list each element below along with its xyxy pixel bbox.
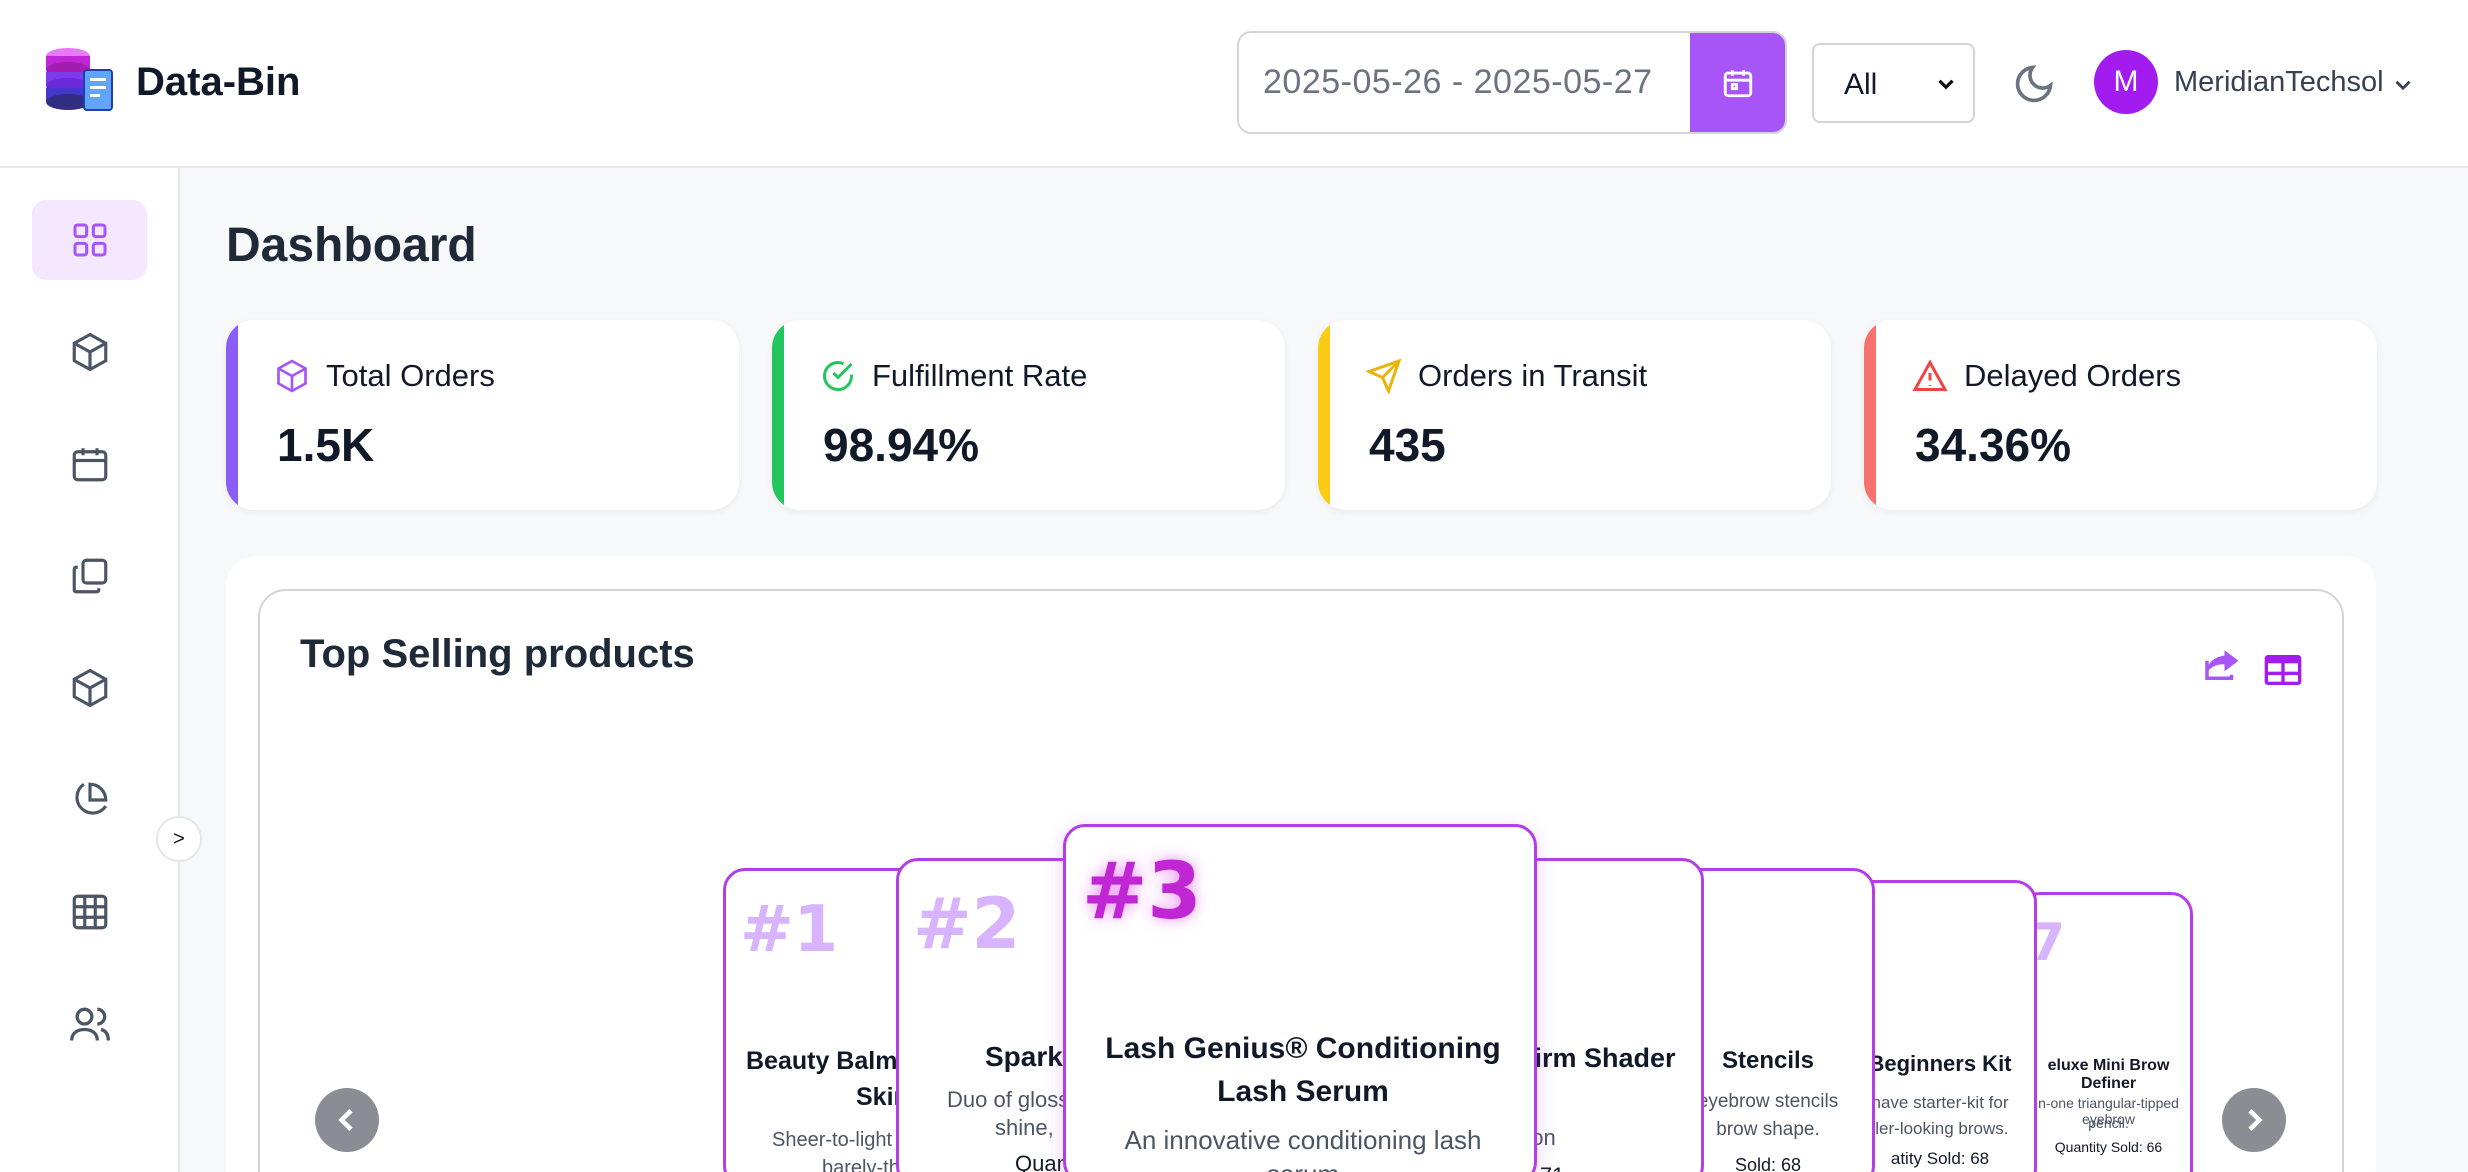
top-header: Data-Bin 2025-05-26 - 2025-05-27 All M M… [0,0,2468,168]
stat-accent-bar [226,320,238,510]
sidebar-item-analytics[interactable] [32,760,147,840]
product-quantity: t: 71 [1503,1163,1583,1172]
brand-name: Data-Bin [136,60,301,104]
top-selling-title: Top Selling products [300,632,695,676]
stat-value: 34.36% [1915,419,2072,471]
product-quantity: Quantity Sold: 66 [2054,1139,2163,1155]
avatar[interactable]: M [2094,50,2158,114]
product-description-line2: ller-looking brows. [1871,1119,2009,1138]
date-range-picker[interactable]: 2025-05-26 - 2025-05-27 [1237,31,1787,134]
carousel-next-button[interactable] [2222,1088,2286,1152]
product-name: Beginners Kit [1868,1051,2012,1076]
product-quantity: Quan [1015,1151,1069,1172]
product-name: Stencils [1721,1047,1815,1074]
box-icon [277,359,307,393]
stat-label: Fulfillment Rate [872,358,1088,393]
table-view-icon [2264,655,2302,685]
chevron-left-icon [338,1109,353,1131]
product-description: eyebrow stencils [1697,1091,1839,1112]
stat-label: Orders in Transit [1418,358,1648,393]
sidebar-item-users[interactable] [32,984,147,1064]
sidebar-item-calendar[interactable] [32,424,147,504]
product-description: n-one triangular-tipped eyebrow [2038,1095,2179,1127]
copy-icon [72,558,107,594]
sidebar-item-inventory[interactable] [32,648,147,728]
stat-card-fulfillment-rate: Fulfillment Rate 98.94% [772,320,1285,510]
sidebar-item-products[interactable] [32,312,147,392]
dark-mode-toggle[interactable] [2012,62,2056,111]
product-description-line2: brow shape. [1716,1119,1820,1140]
stat-label: Delayed Orders [1964,358,2182,393]
package-icon [72,668,107,708]
product-description-line2: pencil. [2088,1115,2129,1131]
product-description: have starter-kit for [1871,1093,2009,1112]
sidebar-item-documents[interactable] [32,536,147,616]
user-name[interactable]: MeridianTechsol [2174,66,2384,98]
chevron-right-icon [2248,1109,2263,1131]
stat-value: 435 [1369,419,1446,471]
product-name: irm Shader [1534,1043,1676,1073]
calendar-button[interactable] [1690,33,1785,132]
stat-accent-bar [772,320,784,510]
product-description: Duo of gloss [947,1087,1070,1112]
export-button[interactable] [2200,646,2242,691]
users-icon [69,1007,110,1041]
chevron-down-icon [1938,79,1954,90]
product-name: Sparkl [985,1041,1071,1072]
dashboard-grid-icon [73,223,106,257]
sidebar: > [0,168,202,1172]
stat-value: 98.94% [823,419,980,471]
product-description: An innovative conditioning lash serum [1124,1125,1482,1172]
page-title: Dashboard [226,219,477,272]
sidebar-collapse-button[interactable]: > [156,816,202,862]
product-description-line2: shine, [995,1115,1054,1140]
filter-select[interactable]: All [1812,43,1975,123]
product-quantity: atity Sold: 68 [1890,1149,1990,1168]
table-icon [72,894,107,930]
product-rank: #2 [913,883,1021,965]
carousel-prev-button[interactable] [315,1088,379,1152]
stat-label: Total Orders [326,358,495,393]
calendar-icon [72,448,107,482]
product-rank: #3 [1082,847,1202,937]
table-view-button[interactable] [2263,652,2303,693]
stat-card-delayed-orders: Delayed Orders 34.36% [1864,320,2377,510]
stat-card-total-orders: Total Orders 1.5K [226,320,739,510]
alert-triangle-icon [1912,359,1948,391]
product-name: Lash Genius® Conditioning Lash Serum [1105,1032,1501,1108]
date-range-input[interactable]: 2025-05-26 - 2025-05-27 [1263,63,1653,101]
data-bin-logo-icon[interactable] [44,46,114,118]
product-name: Beauty Balm S [746,1047,922,1075]
product-description: Sheer-to-light c [772,1129,908,1151]
box-icon [72,332,107,372]
sidebar-item-reports[interactable] [32,872,147,952]
stat-accent-bar [1318,320,1330,510]
product-card-7[interactable]: 7 eluxe Mini Brow Definer n-one triangul… [2018,892,2193,1172]
share-export-icon [2205,650,2239,680]
stat-card-orders-in-transit: Orders in Transit 435 [1318,320,1831,510]
product-description-line2: barely-th [822,1157,900,1172]
product-card-5[interactable]: Stencils eyebrow stencils brow shape. So… [1670,868,1875,1172]
sidebar-item-dashboard[interactable] [32,200,147,280]
calendar-icon [1723,69,1752,97]
product-card-3[interactable]: #3 Lash Genius® Conditioning Lash Serum … [1063,824,1537,1172]
moon-icon [2015,65,2053,103]
check-circle-icon [823,361,853,391]
stat-accent-bar [1864,320,1876,510]
filter-selected-value: All [1844,68,1878,101]
pie-chart-icon [74,782,107,815]
product-name: eluxe Mini Brow Definer [2047,1057,2170,1092]
send-icon [1366,358,1402,394]
product-rank: #1 [740,893,839,967]
stat-value: 1.5K [277,419,375,471]
chevron-down-icon[interactable] [2390,72,2416,98]
product-quantity: Sold: 68 [1734,1155,1802,1172]
